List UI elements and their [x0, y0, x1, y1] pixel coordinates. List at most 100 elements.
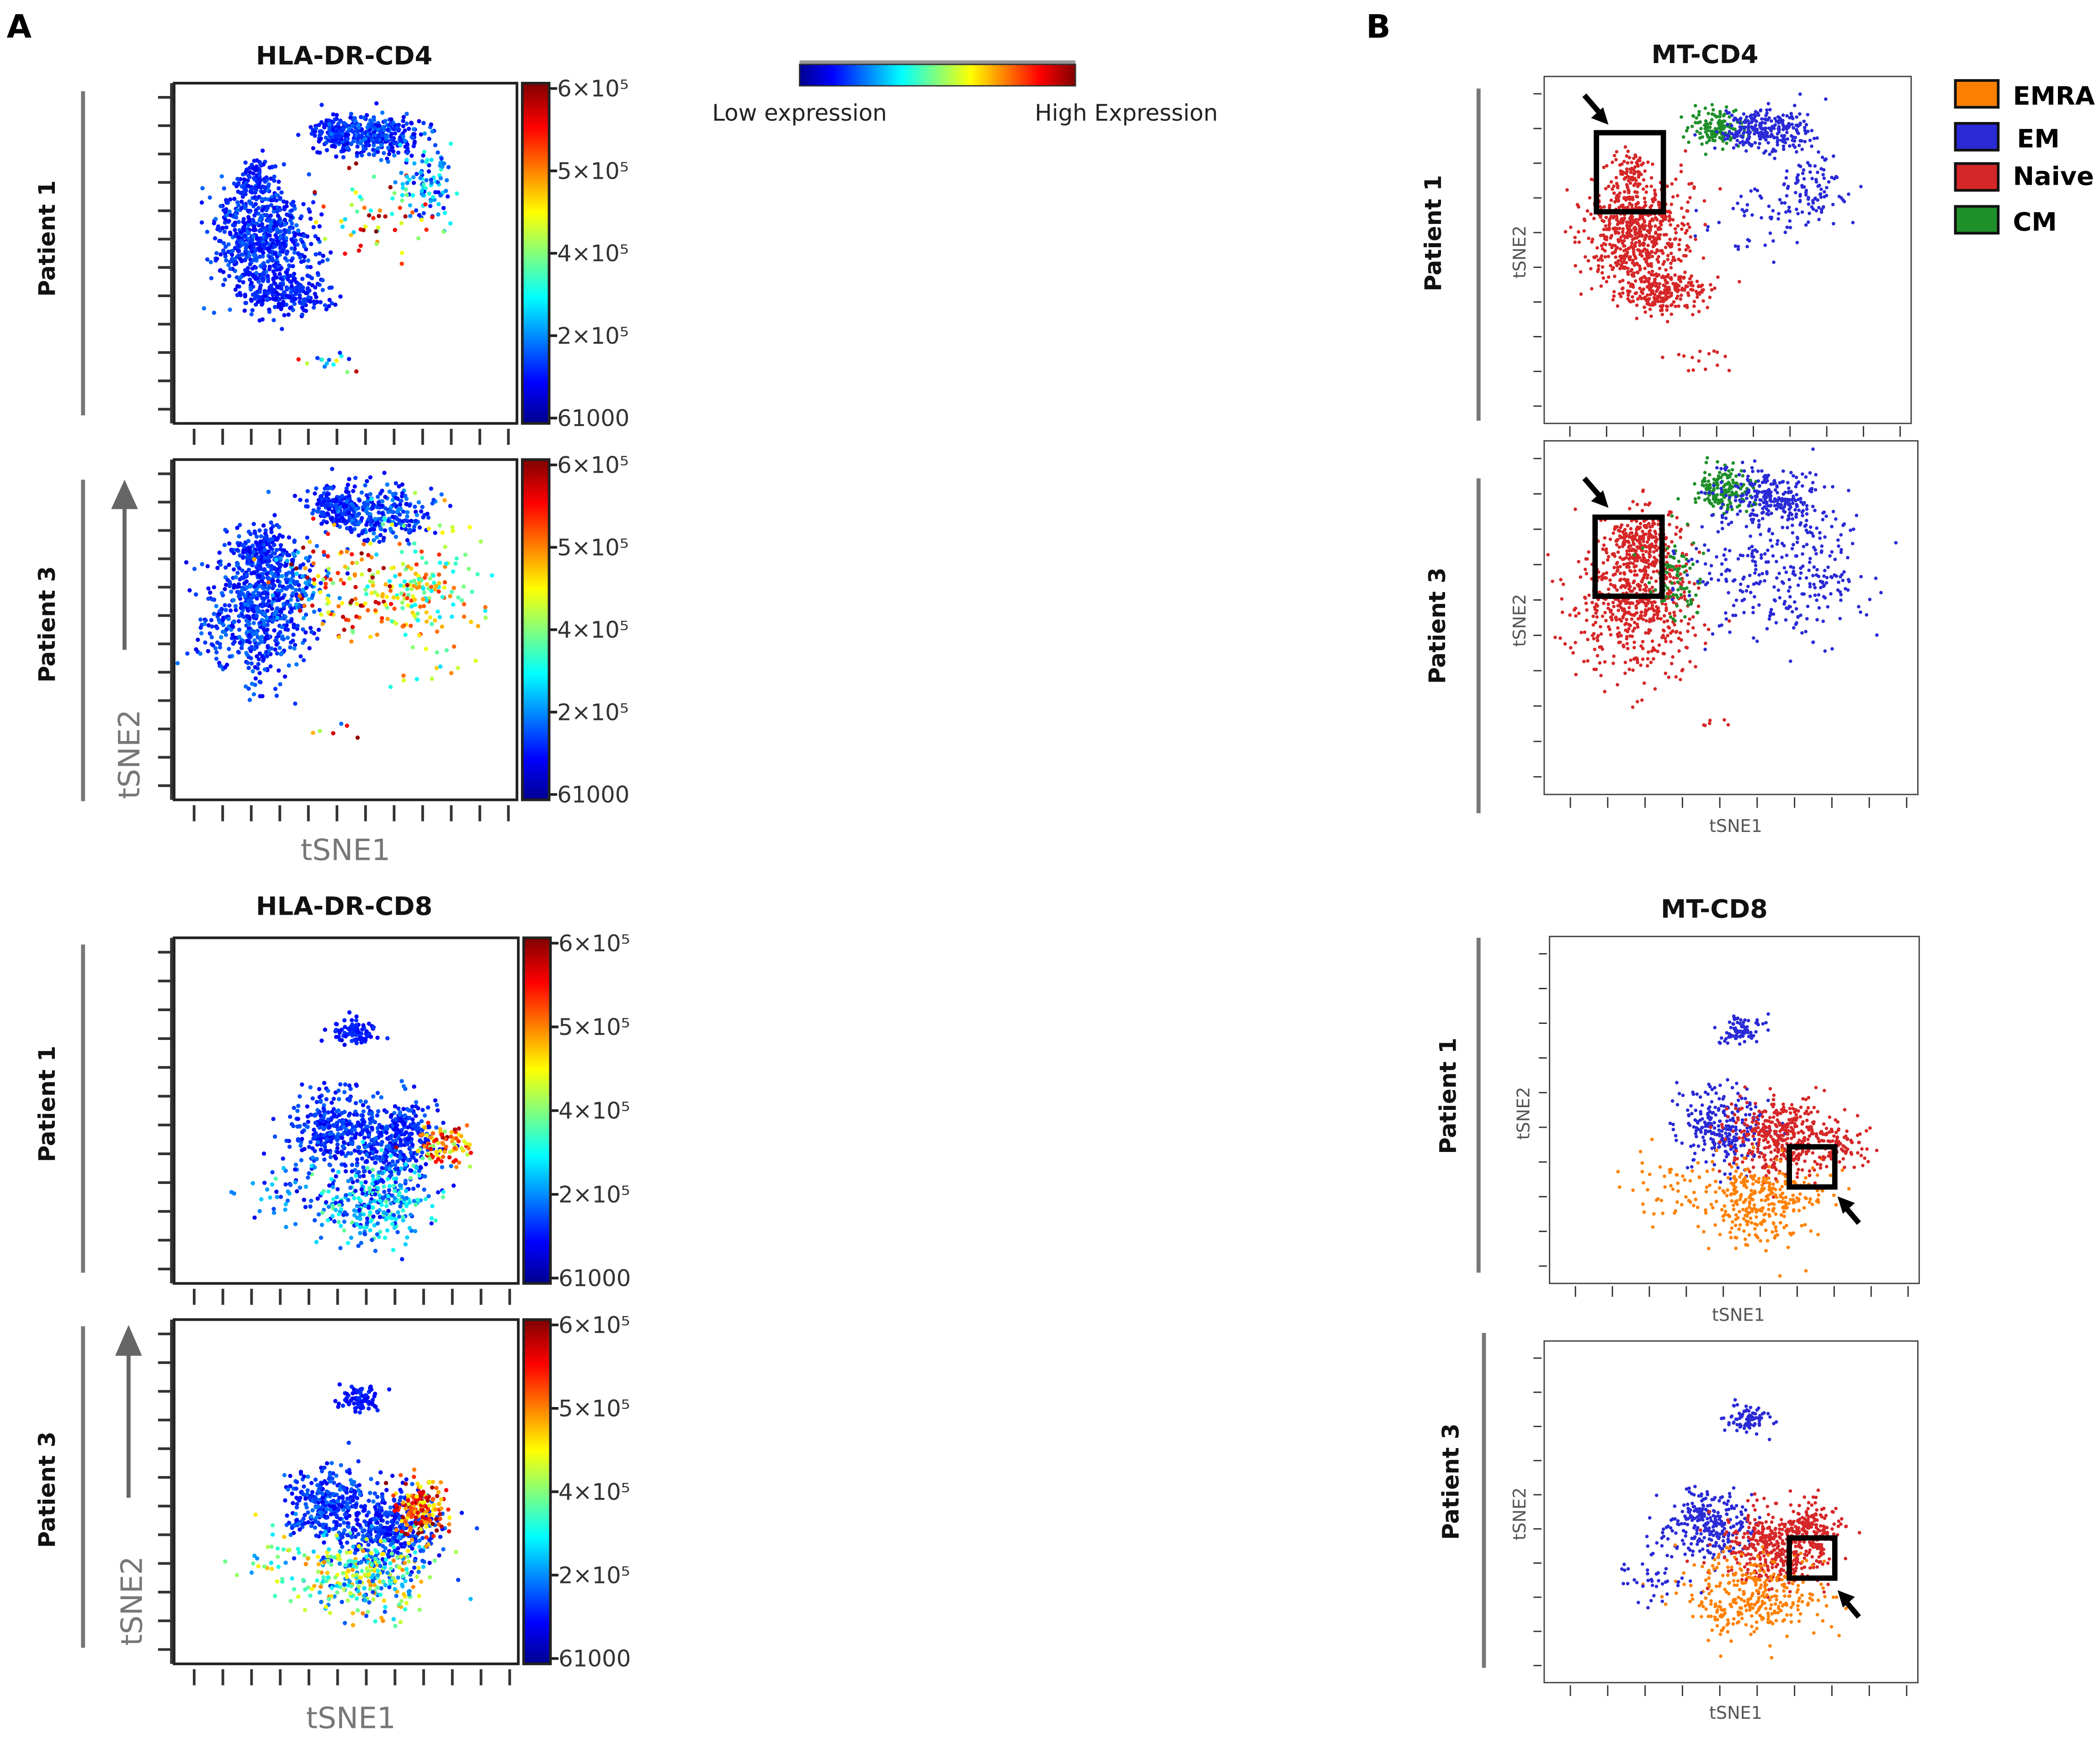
data-point [464, 1141, 468, 1146]
data-point [424, 610, 429, 615]
data-point [320, 622, 325, 626]
data-point [286, 312, 291, 317]
data-point [205, 564, 210, 569]
data-point [312, 1218, 317, 1223]
data-point [281, 1156, 285, 1161]
data-point [237, 249, 241, 253]
data-point [376, 500, 381, 505]
axis-label-tsne1: tSNE1 [1712, 1305, 1765, 1325]
data-point [345, 1540, 350, 1545]
data-point [354, 1388, 359, 1393]
axis-label-tsne2: tSNE2 [1510, 225, 1530, 278]
data-point [322, 499, 327, 504]
data-point [381, 522, 385, 527]
data-point [342, 1090, 347, 1094]
data-point [268, 176, 273, 181]
data-point [194, 592, 198, 597]
data-point [321, 1106, 326, 1111]
data-point [428, 203, 433, 208]
data-point [416, 236, 421, 240]
data-point [208, 590, 213, 595]
data-point [263, 528, 268, 533]
data-point [272, 612, 277, 617]
data-point [257, 651, 262, 656]
data-point [221, 249, 226, 254]
data-point [253, 248, 258, 253]
data-point [274, 290, 279, 295]
data-point [361, 1120, 365, 1125]
data-point [250, 266, 255, 271]
data-point [324, 1507, 329, 1512]
data-point [359, 135, 363, 140]
data-point [262, 597, 266, 601]
data-point [435, 629, 440, 634]
data-point [355, 602, 359, 606]
data-point [390, 522, 394, 527]
data-point [351, 504, 356, 508]
data-point [377, 208, 383, 213]
data-point [315, 282, 320, 286]
legend-swatch-emra [1954, 79, 2000, 109]
data-point [305, 535, 309, 540]
data-point [352, 116, 357, 121]
data-point [307, 207, 311, 212]
data-point [274, 693, 279, 698]
data-point [309, 1514, 314, 1519]
data-point [308, 568, 312, 573]
data-point [258, 162, 263, 166]
data-point [302, 297, 307, 302]
data-point [389, 1113, 394, 1118]
data-point [418, 604, 423, 609]
data-point [200, 562, 204, 566]
data-point [293, 588, 298, 592]
data-point [365, 1128, 370, 1133]
data-point [349, 112, 354, 116]
data-point [386, 159, 390, 164]
data-point [306, 286, 310, 291]
data-point [452, 1159, 456, 1164]
data-point [331, 1107, 336, 1112]
data-point [345, 141, 350, 146]
data-point [317, 1087, 322, 1092]
data-point [219, 591, 224, 596]
data-point [245, 614, 250, 618]
data-point [355, 1204, 360, 1208]
data-point [420, 555, 425, 560]
data-point [462, 602, 467, 607]
data-point [371, 216, 376, 220]
data-point [231, 567, 236, 572]
data-point [257, 1209, 262, 1214]
data-point [298, 497, 303, 502]
data-point [400, 181, 405, 187]
data-point [454, 1136, 459, 1141]
data-point [265, 602, 270, 607]
data-point [369, 1219, 373, 1224]
data-point [421, 182, 426, 187]
data-point [320, 278, 325, 283]
data-point [384, 137, 389, 141]
data-point [412, 1084, 416, 1089]
data-point [301, 616, 306, 621]
data-point [375, 1210, 379, 1214]
data-point [257, 218, 262, 223]
data-point [412, 613, 417, 618]
data-point [205, 257, 210, 262]
data-point [212, 310, 216, 315]
data-point [283, 1202, 288, 1207]
data-point [329, 1177, 334, 1182]
data-point [221, 618, 225, 622]
data-point [399, 251, 404, 255]
data-point [289, 577, 293, 582]
data-point [317, 251, 322, 256]
data-point [338, 351, 342, 355]
data-point [308, 299, 313, 304]
data-point [391, 127, 396, 132]
data-point [451, 1183, 456, 1188]
colorbar-tick-label: 2×10⁵ [557, 323, 629, 349]
colorbar-tick-label: 5×10⁵ [557, 534, 629, 561]
data-point [395, 1159, 400, 1164]
data-point [305, 1492, 309, 1497]
data-point [405, 1235, 409, 1240]
data-point [322, 1112, 327, 1117]
data-point [387, 1387, 392, 1392]
